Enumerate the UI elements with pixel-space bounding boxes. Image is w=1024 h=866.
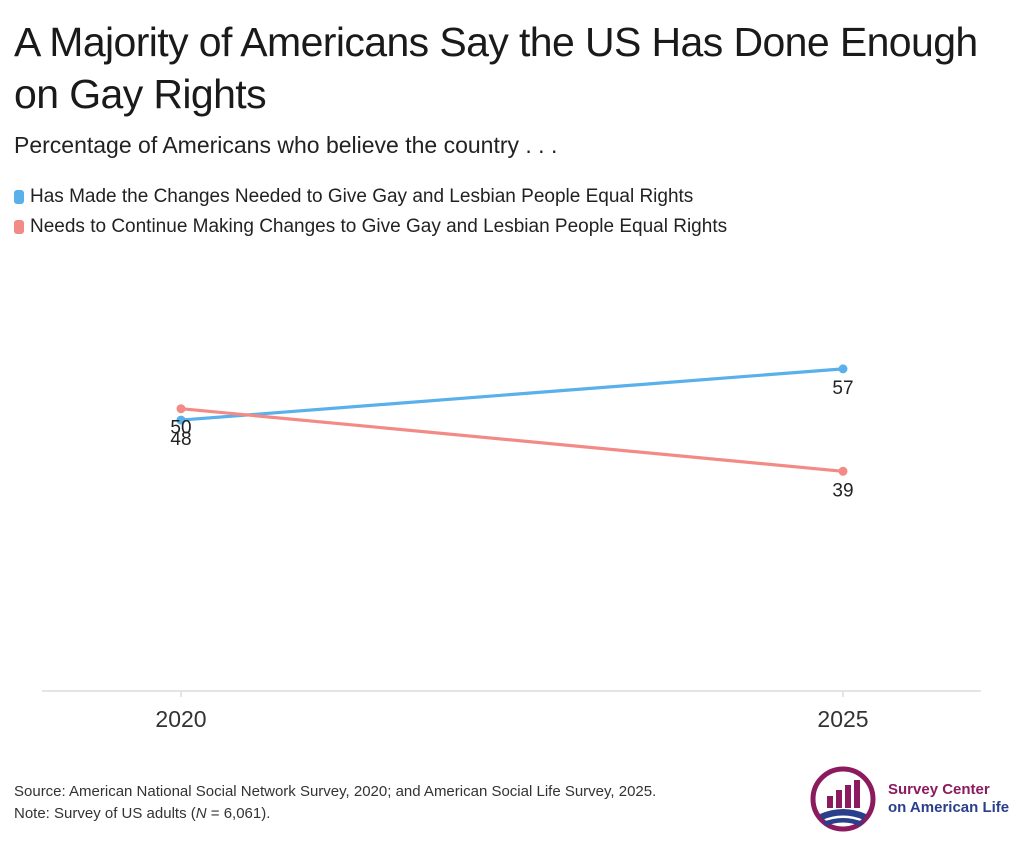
source-line: Source: American National Social Network… bbox=[14, 783, 657, 800]
survey-center-logo: Survey Center on American Life bbox=[806, 764, 1016, 834]
data-point-0-0 bbox=[176, 415, 186, 425]
source-note: Source: American National Social Network… bbox=[14, 781, 656, 825]
x-tick-label-2025: 2025 bbox=[817, 706, 868, 732]
series-line-0 bbox=[179, 367, 845, 422]
series-line-1 bbox=[179, 407, 845, 473]
logo-line-2: on American Life bbox=[888, 799, 1010, 816]
legend-label-made-changes: Has Made the Changes Needed to Give Gay … bbox=[30, 186, 694, 207]
data-label-0-1: 57 bbox=[832, 378, 853, 399]
chart-subtitle: Percentage of Americans who believe the … bbox=[14, 132, 558, 158]
logo-line-1: Survey Center bbox=[888, 781, 990, 798]
survey-center-logo-icon bbox=[810, 766, 876, 832]
data-point-1-1 bbox=[838, 466, 848, 476]
logo-text: Survey Center on American Life bbox=[888, 781, 1009, 817]
data-label-1-0: 50 bbox=[170, 418, 191, 439]
note-line: Note: Survey of US adults (N = 6,061). bbox=[14, 803, 656, 825]
legend-swatch-red bbox=[14, 220, 24, 234]
legend-swatch-blue bbox=[14, 190, 24, 204]
legend-label-continue-changes: Needs to Continue Making Changes to Give… bbox=[30, 216, 728, 237]
data-point-0-1 bbox=[838, 364, 848, 374]
legend-item-made-changes: Has Made the Changes Needed to Give Gay … bbox=[14, 182, 727, 212]
legend: Has Made the Changes Needed to Give Gay … bbox=[14, 182, 727, 242]
note-suffix: = 6,061). bbox=[206, 805, 271, 822]
legend-item-continue-changes: Needs to Continue Making Changes to Give… bbox=[14, 212, 727, 242]
data-label-0-0: 48 bbox=[170, 429, 191, 450]
x-tick-label-2020: 2020 bbox=[155, 706, 206, 732]
note-prefix: Note: Survey of US adults ( bbox=[14, 805, 196, 822]
data-label-1-1: 39 bbox=[832, 480, 853, 501]
chart-title: A Majority of Americans Say the US Has D… bbox=[14, 19, 978, 117]
data-point-1-0 bbox=[176, 404, 186, 414]
note-n: N bbox=[195, 805, 207, 822]
